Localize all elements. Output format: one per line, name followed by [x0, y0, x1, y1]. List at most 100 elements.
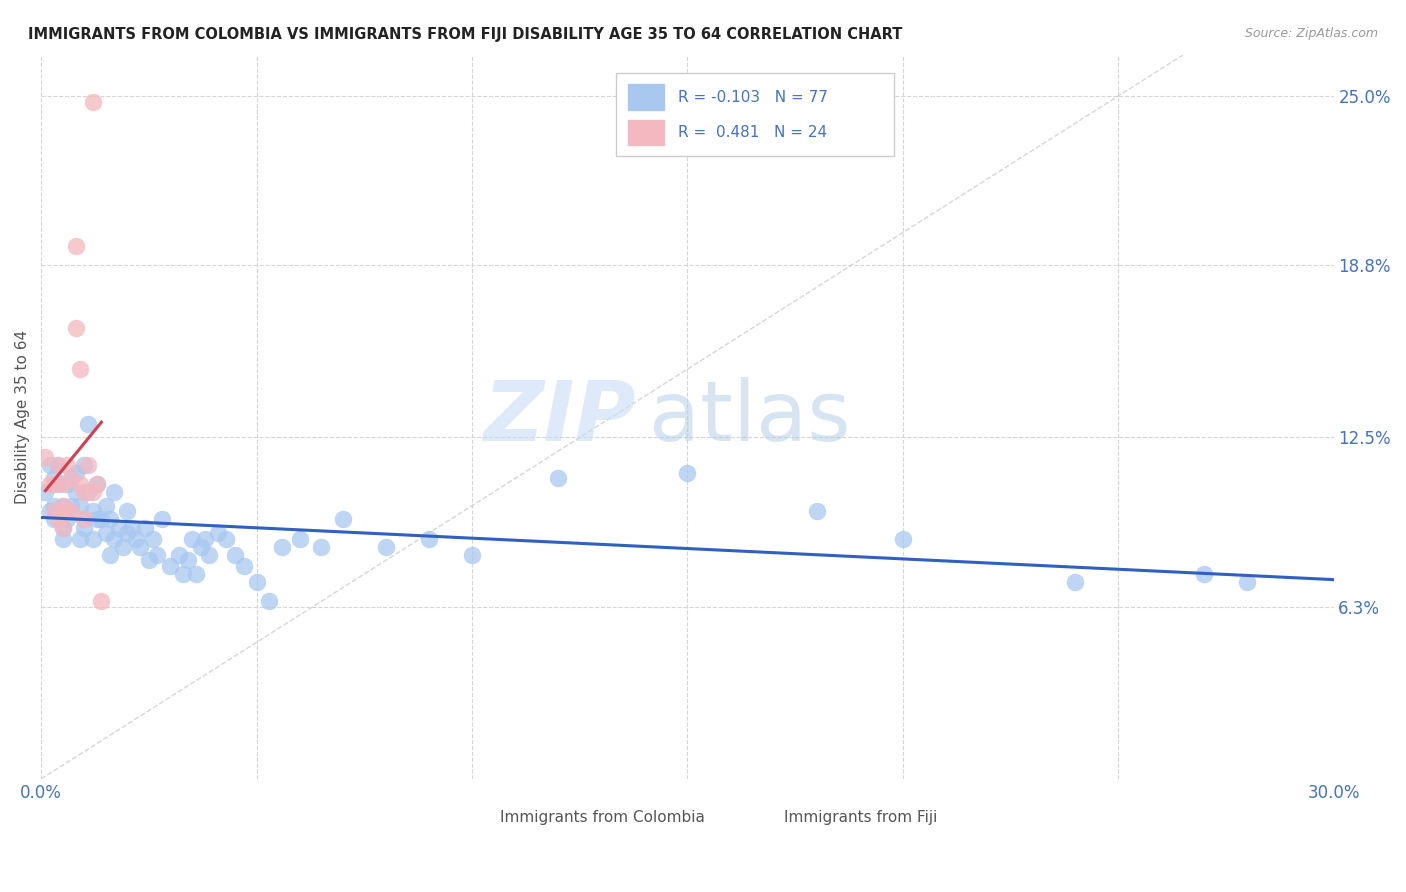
Point [52, 521, 75, 535]
Point [46, 458, 69, 472]
Point [142, 532, 165, 546]
Point [309, 540, 332, 554]
Point [138, 553, 160, 567]
Point [224, 548, 246, 562]
Point [90, 594, 112, 608]
Point [52, 521, 75, 535]
Point [38, 504, 60, 518]
Point [1064, 575, 1087, 590]
Point [56, 504, 79, 518]
FancyBboxPatch shape [627, 83, 665, 111]
Text: ZIP: ZIP [484, 376, 636, 458]
Point [65, 239, 87, 253]
Point [134, 521, 156, 535]
Point [77, 458, 100, 472]
Point [38, 477, 60, 491]
Point [121, 521, 143, 535]
Point [82, 485, 104, 500]
Point [42, 512, 65, 526]
Text: Source: ZipAtlas.com: Source: ZipAtlas.com [1244, 27, 1378, 40]
Point [69, 362, 91, 376]
Point [547, 471, 569, 485]
Point [150, 512, 173, 526]
FancyBboxPatch shape [733, 806, 772, 831]
Point [159, 558, 181, 573]
Point [65, 466, 87, 480]
Point [232, 558, 254, 573]
Point [38, 458, 60, 472]
Point [56, 477, 79, 491]
Point [259, 594, 281, 608]
Point [129, 540, 152, 554]
Point [34, 485, 56, 500]
Text: R = -0.103   N = 77: R = -0.103 N = 77 [678, 89, 828, 104]
Point [1194, 567, 1216, 582]
Point [52, 477, 75, 491]
Point [77, 485, 100, 500]
Point [65, 485, 87, 500]
Point [60, 499, 83, 513]
Point [98, 512, 121, 526]
Point [172, 567, 194, 582]
Point [46, 458, 69, 472]
Point [103, 532, 125, 546]
Point [82, 95, 104, 109]
Point [215, 532, 238, 546]
Point [111, 540, 134, 554]
Point [73, 512, 96, 526]
Point [69, 477, 91, 491]
Point [56, 504, 79, 518]
Point [271, 540, 294, 554]
Point [676, 466, 699, 480]
FancyBboxPatch shape [627, 119, 665, 146]
Point [46, 477, 69, 491]
Point [86, 477, 108, 491]
Point [1236, 575, 1258, 590]
Point [176, 553, 198, 567]
Text: Immigrants from Colombia: Immigrants from Colombia [501, 811, 704, 825]
Point [52, 499, 75, 513]
Point [418, 532, 440, 546]
Point [82, 504, 104, 518]
Point [107, 521, 129, 535]
Text: IMMIGRANTS FROM COLOMBIA VS IMMIGRANTS FROM FIJI DISABILITY AGE 35 TO 64 CORRELA: IMMIGRANTS FROM COLOMBIA VS IMMIGRANTS F… [28, 27, 903, 42]
Point [891, 532, 914, 546]
Point [374, 540, 396, 554]
Point [461, 548, 484, 562]
Point [77, 417, 100, 431]
Point [332, 512, 354, 526]
Point [69, 499, 91, 513]
Point [42, 499, 65, 513]
Point [52, 499, 75, 513]
Point [69, 532, 91, 546]
Point [103, 485, 125, 500]
Point [56, 512, 79, 526]
Point [73, 512, 96, 526]
Point [98, 548, 121, 562]
Point [60, 504, 83, 518]
Text: R =  0.481   N = 24: R = 0.481 N = 24 [678, 125, 827, 140]
Point [42, 504, 65, 518]
Point [42, 477, 65, 491]
Point [146, 548, 169, 562]
Point [288, 532, 311, 546]
Text: Immigrants from Fiji: Immigrants from Fiji [785, 811, 938, 825]
Point [198, 548, 221, 562]
Point [117, 526, 139, 541]
FancyBboxPatch shape [449, 806, 486, 831]
Point [34, 450, 56, 464]
Point [117, 504, 139, 518]
Point [94, 499, 117, 513]
Point [90, 512, 112, 526]
Point [60, 471, 83, 485]
Point [65, 321, 87, 335]
Point [94, 526, 117, 541]
Point [245, 575, 267, 590]
Point [190, 540, 212, 554]
Point [60, 471, 83, 485]
Point [186, 567, 208, 582]
FancyBboxPatch shape [616, 73, 894, 156]
Text: atlas: atlas [648, 376, 851, 458]
Point [806, 504, 828, 518]
Point [73, 521, 96, 535]
